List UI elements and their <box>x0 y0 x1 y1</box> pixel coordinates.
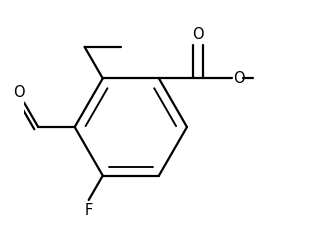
Text: O: O <box>192 27 204 42</box>
Text: O: O <box>233 71 245 86</box>
Text: F: F <box>85 203 93 218</box>
Text: O: O <box>13 85 24 101</box>
